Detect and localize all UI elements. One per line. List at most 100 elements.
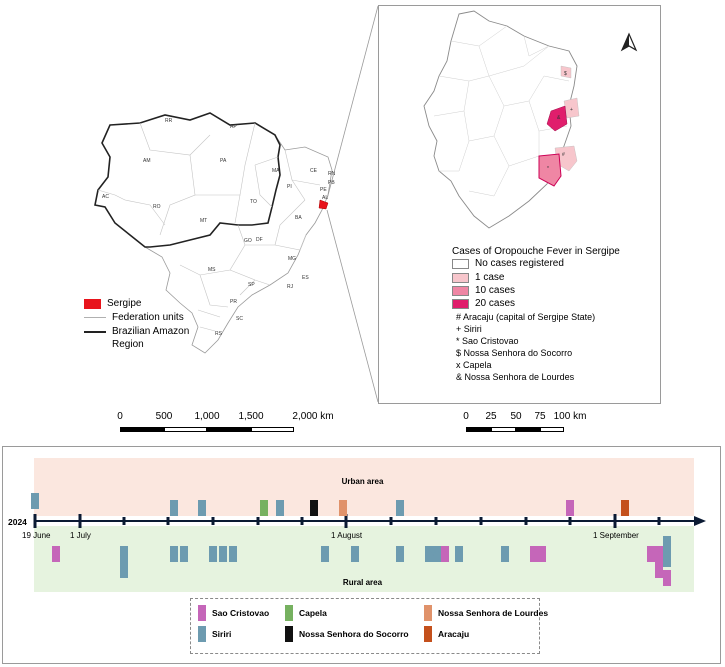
case-person-icon bbox=[180, 546, 188, 562]
swatch-20-cases bbox=[452, 298, 469, 309]
case-person-icon bbox=[455, 546, 463, 562]
timeline-arrowhead bbox=[694, 516, 706, 526]
state-label: GO bbox=[244, 238, 252, 244]
case-person-icon bbox=[321, 546, 329, 562]
case-person-icon bbox=[209, 546, 217, 562]
sergipe-inset-frame: $ + # * & bbox=[378, 5, 661, 404]
case-person-icon bbox=[229, 546, 237, 562]
state-label: PR bbox=[230, 299, 237, 305]
timeline-tick bbox=[166, 517, 170, 525]
case-person-icon bbox=[425, 546, 433, 562]
person-icon bbox=[424, 605, 432, 621]
legend-item-federation-units: Federation units bbox=[84, 312, 184, 323]
legend-item-sergipe: Sergipe bbox=[84, 298, 141, 309]
state-label: CE bbox=[310, 168, 318, 174]
key-label: Aracaju bbox=[438, 629, 470, 639]
timeline-key bbox=[190, 598, 540, 654]
state-label: AP bbox=[230, 124, 237, 130]
state-label: BA bbox=[295, 215, 302, 221]
timeline-tick bbox=[657, 517, 661, 525]
case-person-icon bbox=[655, 546, 663, 562]
case-person-icon bbox=[310, 500, 318, 516]
symbol-key: & Nossa Senhora de Lourdes bbox=[456, 372, 575, 382]
case-person-icon bbox=[260, 500, 268, 516]
lourdes-region bbox=[546, 105, 568, 132]
state-label: RN bbox=[328, 171, 336, 177]
timeline-tick bbox=[568, 517, 572, 525]
state-label: AL bbox=[322, 195, 328, 201]
case-person-icon bbox=[396, 546, 404, 562]
amazon-line-swatch bbox=[84, 331, 106, 333]
legend-label: Federation units bbox=[112, 312, 184, 323]
state-label: PI bbox=[287, 184, 292, 190]
sergipe-swatch bbox=[84, 298, 101, 309]
state-label: AM bbox=[143, 158, 151, 164]
timeline-tick bbox=[33, 514, 37, 528]
key-item: Capela bbox=[285, 605, 327, 621]
map-marker: & bbox=[557, 115, 561, 121]
key-item: Sao Cristovao bbox=[198, 605, 269, 621]
key-label: Sao Cristovao bbox=[212, 608, 270, 618]
state-label: MG bbox=[288, 256, 296, 262]
state-label: MA bbox=[272, 168, 280, 174]
state-label: MS bbox=[208, 267, 216, 273]
siriri-region bbox=[563, 97, 580, 119]
timeline-tick bbox=[344, 514, 348, 528]
legend-item-10-cases: 10 cases bbox=[452, 285, 515, 296]
case-person-icon bbox=[663, 551, 671, 567]
map-marker: $ bbox=[564, 71, 567, 77]
timeline-tick bbox=[524, 517, 528, 525]
urban-band bbox=[34, 458, 694, 516]
symbol-key: x Capela bbox=[456, 360, 492, 370]
case-person-icon bbox=[219, 546, 227, 562]
swatch-no-cases bbox=[452, 258, 469, 269]
sergipe-highlight bbox=[318, 199, 329, 210]
case-person-icon bbox=[647, 546, 655, 562]
scale-tick-label: 500 bbox=[155, 411, 173, 422]
legend-item-amazon: Brazilian Amazon Region bbox=[84, 325, 204, 351]
federation-unit-lines bbox=[97, 122, 321, 332]
urban-area-label: Urban area bbox=[341, 477, 384, 486]
case-person-icon bbox=[441, 546, 449, 562]
case-person-icon bbox=[351, 546, 359, 562]
timeline-tick bbox=[389, 517, 393, 525]
case-person-icon bbox=[663, 570, 671, 586]
municipality-lines bbox=[433, 25, 570, 197]
case-person-icon bbox=[663, 536, 671, 552]
symbol-key: $ Nossa Senhora do Socorro bbox=[456, 348, 573, 358]
person-icon bbox=[424, 626, 432, 642]
person-icon bbox=[285, 626, 293, 642]
case-person-icon bbox=[655, 562, 663, 578]
map-marker: * bbox=[547, 166, 549, 172]
brazil-map-svg: RR AP AM PA MA CE RN PB PE AL PI AC RO M… bbox=[94, 112, 336, 354]
timeline-panel bbox=[2, 446, 721, 664]
date-label: 1 August bbox=[331, 531, 363, 540]
year-label: 2024 bbox=[8, 517, 27, 527]
state-label: TO bbox=[250, 199, 257, 205]
case-person-icon bbox=[530, 546, 538, 562]
state-label: PA bbox=[220, 158, 227, 164]
key-item: Siriri bbox=[198, 626, 231, 642]
symbol-key: # Aracaju (capital of Sergipe State) bbox=[456, 312, 596, 322]
north-arrow-icon bbox=[620, 32, 638, 52]
timeline-tick bbox=[211, 517, 215, 525]
scale-tick-label: 100 km bbox=[553, 411, 587, 422]
key-item: Nossa Senhora do Socorro bbox=[285, 626, 409, 642]
case-person-icon bbox=[433, 546, 441, 562]
swatch-1-case bbox=[452, 272, 469, 283]
person-icon bbox=[285, 605, 293, 621]
legend-label: 10 cases bbox=[475, 285, 516, 296]
sergipe-map-svg: $ + # * & bbox=[423, 10, 638, 229]
scale-tick-label: 2,000 km bbox=[292, 411, 334, 422]
legend-label: No cases registered bbox=[475, 258, 564, 269]
timeline-tick bbox=[479, 517, 483, 525]
state-label: SP bbox=[248, 282, 255, 288]
key-label: Capela bbox=[299, 608, 327, 618]
map-marker: # bbox=[562, 152, 565, 158]
sergipe-legend-title: Cases of Oropouche Fever in Sergipe bbox=[452, 246, 620, 257]
symbol-key: * Sao Cristovao bbox=[456, 336, 519, 346]
case-person-icon bbox=[120, 562, 128, 578]
legend-item-no-cases: No cases registered bbox=[452, 258, 564, 269]
